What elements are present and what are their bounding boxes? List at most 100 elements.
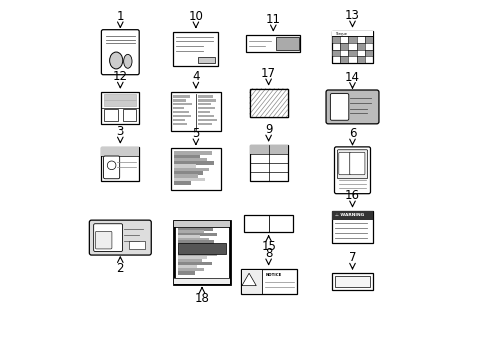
Text: 3: 3 [116, 125, 124, 138]
Bar [173, 165, 196, 168]
Bar [177, 235, 199, 239]
Bar [177, 243, 226, 254]
Text: Torque: Torque [334, 32, 346, 36]
Bar [172, 99, 186, 102]
FancyBboxPatch shape [334, 147, 370, 194]
Text: NOTICE: NOTICE [265, 273, 281, 277]
Bar [249, 89, 287, 117]
Bar [198, 107, 214, 109]
Bar [172, 103, 191, 105]
Bar [177, 265, 197, 268]
Bar [174, 220, 229, 227]
Text: 11: 11 [265, 13, 280, 26]
Text: 10: 10 [188, 10, 203, 23]
FancyBboxPatch shape [330, 94, 348, 120]
Bar [177, 233, 216, 236]
Bar [91, 222, 149, 253]
Bar [331, 50, 339, 57]
Text: 18: 18 [194, 292, 209, 305]
Circle shape [107, 161, 116, 170]
Bar [331, 31, 372, 63]
Text: 8: 8 [264, 247, 272, 260]
Bar [177, 271, 194, 275]
Bar [170, 148, 221, 190]
Bar [173, 174, 198, 178]
FancyBboxPatch shape [101, 30, 139, 75]
Bar [198, 95, 212, 98]
Bar [249, 89, 287, 117]
Bar [339, 43, 347, 50]
Bar [173, 181, 191, 185]
Bar [356, 57, 364, 63]
Bar [331, 31, 372, 36]
Text: 5: 5 [192, 127, 199, 140]
Bar [101, 147, 139, 181]
Bar [101, 92, 139, 124]
Bar [364, 50, 372, 57]
Bar [172, 119, 185, 121]
Bar [198, 115, 213, 117]
Bar [347, 50, 356, 57]
Bar [174, 279, 229, 284]
Bar [177, 230, 204, 234]
Bar [174, 220, 229, 284]
Bar [103, 31, 137, 73]
Bar [177, 259, 202, 262]
FancyBboxPatch shape [103, 156, 120, 179]
Bar [173, 154, 200, 158]
Text: 15: 15 [261, 240, 276, 253]
Ellipse shape [109, 52, 122, 69]
Bar [173, 31, 218, 66]
Bar [356, 43, 364, 50]
Bar [249, 145, 287, 154]
Bar [246, 35, 300, 52]
Bar [364, 36, 372, 43]
Bar [331, 211, 372, 243]
Bar [244, 215, 292, 232]
Bar [249, 145, 287, 181]
Bar [177, 240, 214, 244]
Bar [198, 123, 211, 125]
Bar [174, 220, 229, 284]
Bar [177, 268, 204, 271]
FancyBboxPatch shape [337, 150, 367, 179]
FancyBboxPatch shape [94, 224, 122, 251]
Text: 4: 4 [192, 70, 199, 83]
Bar [172, 95, 189, 98]
Bar [122, 109, 136, 121]
Bar [198, 111, 209, 113]
Bar [177, 256, 206, 259]
Bar [331, 273, 372, 290]
Bar [339, 57, 347, 63]
Bar [170, 92, 221, 131]
Bar [198, 57, 215, 63]
Bar [249, 89, 287, 117]
Bar [104, 100, 136, 106]
Text: 12: 12 [113, 70, 127, 83]
Bar [347, 36, 356, 43]
Bar [336, 149, 368, 192]
Text: 16: 16 [345, 189, 359, 202]
FancyBboxPatch shape [325, 90, 378, 124]
Bar [177, 252, 216, 256]
Bar [335, 276, 369, 287]
Bar [198, 119, 216, 121]
Bar [173, 161, 213, 165]
Bar [327, 92, 376, 122]
Text: 14: 14 [345, 71, 359, 84]
FancyBboxPatch shape [95, 231, 112, 249]
Bar [177, 262, 211, 265]
Bar [173, 158, 206, 161]
Bar [331, 211, 372, 220]
Text: 6: 6 [348, 127, 356, 140]
Text: 7: 7 [348, 251, 356, 264]
Text: 9: 9 [264, 123, 272, 136]
Bar [172, 111, 188, 113]
Text: ⚠ WARNING: ⚠ WARNING [334, 213, 363, 217]
Bar [198, 103, 210, 105]
Text: 17: 17 [261, 67, 276, 80]
Bar [177, 238, 209, 241]
Text: 2: 2 [116, 261, 124, 275]
Bar [172, 123, 187, 125]
Bar [173, 171, 202, 175]
